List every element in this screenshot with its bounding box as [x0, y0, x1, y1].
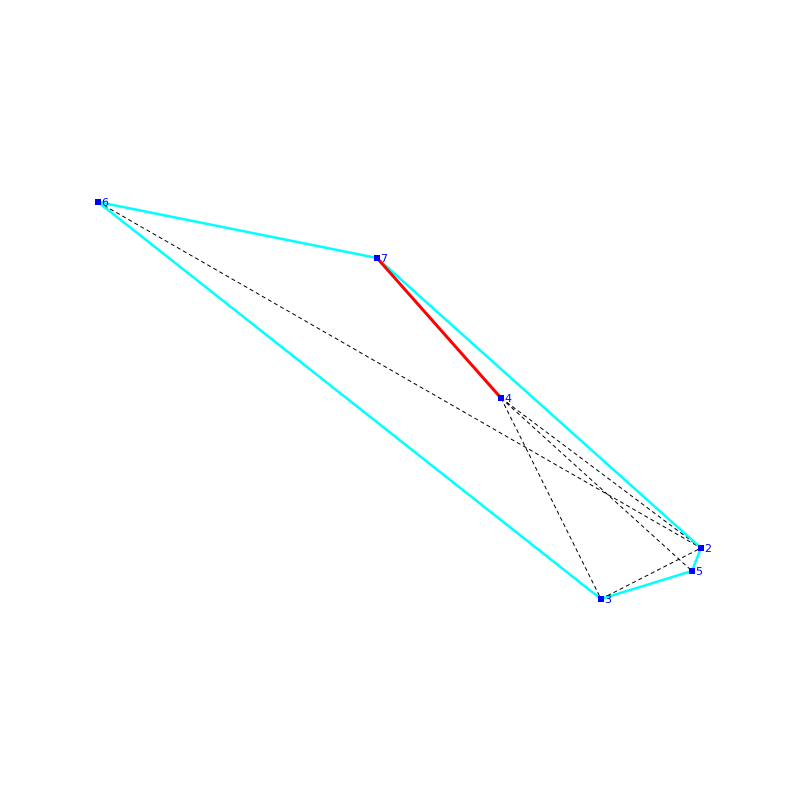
node[interactable] — [498, 395, 504, 401]
node-label: 5 — [696, 565, 703, 578]
edge — [600, 547, 702, 600]
node-label: 7 — [381, 252, 388, 265]
node-label: 6 — [102, 196, 109, 209]
node[interactable] — [698, 545, 704, 551]
edge — [97, 201, 702, 549]
nodes: 6 7 4 2 5 3 — [95, 196, 712, 606]
node-label: 4 — [505, 392, 512, 405]
node[interactable] — [95, 199, 101, 205]
node[interactable] — [374, 255, 380, 261]
selected-edge — [375, 257, 503, 399]
node-label: 3 — [605, 593, 612, 606]
node-label: 2 — [705, 542, 712, 555]
edge — [500, 397, 693, 572]
edge — [500, 397, 702, 549]
hull — [97, 200, 703, 601]
edge — [500, 397, 602, 600]
node[interactable] — [689, 568, 695, 574]
dashed-edges — [97, 201, 702, 600]
node[interactable] — [598, 596, 604, 602]
